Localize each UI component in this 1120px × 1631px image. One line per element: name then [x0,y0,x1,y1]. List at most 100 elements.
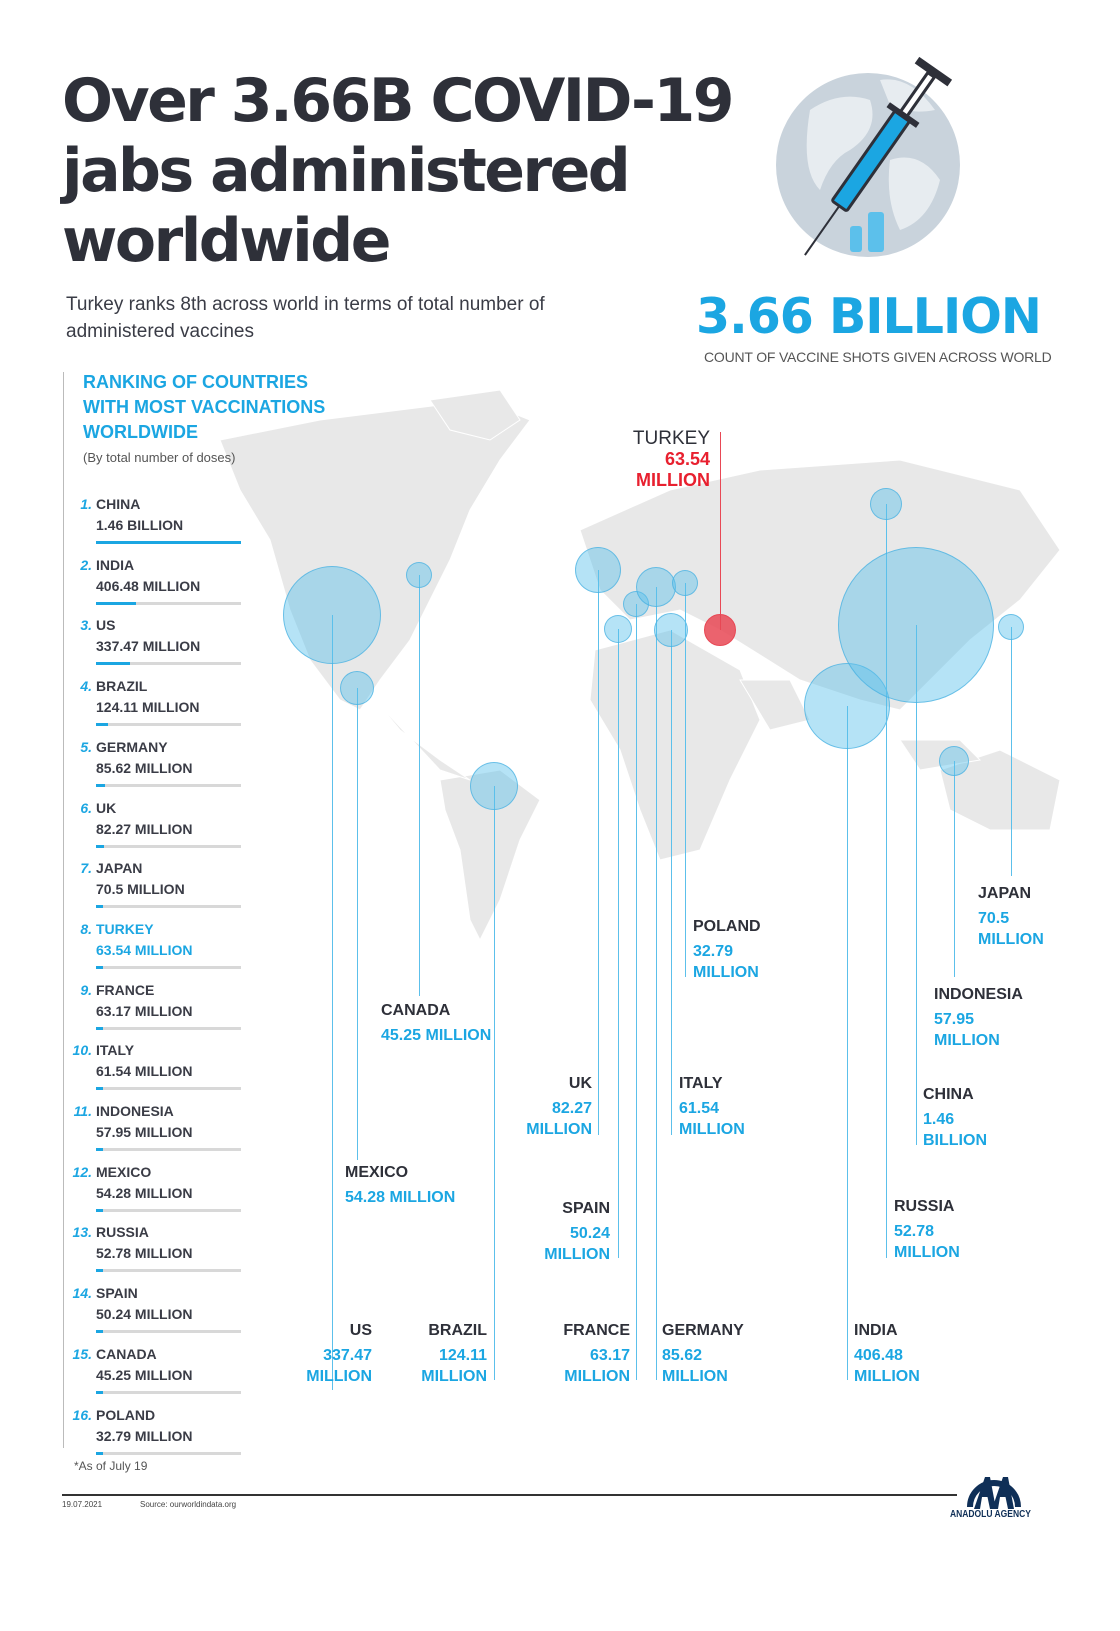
rank-number: 15. [72,1345,92,1362]
value-unit: MILLION [693,964,759,981]
dose-bar-fill [96,905,104,909]
ranking-heading-line: RANKING OF COUNTRIES [83,372,308,392]
country-name: INDIA [96,556,135,573]
map-country-name: US [349,1322,372,1339]
dose-bar-fill [96,1026,104,1030]
country-name: CANADA [96,1345,157,1362]
sidebar-divider [63,372,64,1448]
ranking-item: 7. JAPAN 70.5 MILLION [70,860,242,920]
dose-bar-fill [96,1087,104,1091]
dose-bar-track [96,1330,241,1334]
country-name: INDONESIA [96,1103,174,1119]
ranking-item: 16. POLAND 32.79 MILLION [70,1407,242,1467]
ranking-item: 6. UK 82.27 MILLION [70,800,242,860]
value-number: 1.46 [923,1111,955,1128]
spain-leader-line [618,629,619,1258]
ranking-item: 5. GERMANY 85.62 MILLION [70,739,242,799]
rank-number: 3. [80,617,92,634]
canada-bubble [406,562,432,588]
page-title: Over 3.66B COVID-19 jabs administered wo… [62,66,734,276]
india-map-label: INDIA 406.48 MILLION [854,1320,920,1387]
poland-map-label: POLAND 32.79 MILLION [693,916,761,983]
rank-number: 10. [72,1042,92,1059]
germany-map-label: GERMANY 85.62 MILLION [662,1320,744,1387]
dose-count: 52.78 MILLION [96,1245,193,1262]
uk-leader-line [598,570,599,1135]
map-country-name: CANADA [381,1002,451,1019]
ranking-item: 1. CHINA 1.46 BILLION [70,496,242,556]
map-country-name: ITALY [679,1075,723,1092]
map-country-name: INDONESIA [934,986,1023,1003]
mexico-bubble [340,671,374,705]
value-unit: MILLION [978,931,1044,948]
india-leader-line [847,706,848,1380]
indonesia-bubble [939,746,969,776]
dose-count: 57.95 MILLION [96,1124,193,1140]
dose-bar-track [96,601,241,605]
dose-count: 406.48 MILLION [96,577,201,594]
canada-map-label: CANADA 45.25 MILLION [381,1000,491,1046]
ranking-heading: RANKING OF COUNTRIES WITH MOST VACCINATI… [83,370,325,445]
title-line: jabs administered [62,136,631,206]
indonesia-map-label: INDONESIA 57.95 MILLION [934,984,1023,1051]
total-caption: COUNT OF VACCINE SHOTS GIVEN ACROSS WORL… [704,349,1052,365]
value-unit: MILLION [854,1368,920,1385]
italy-bubble [654,613,688,647]
value-number: 406.48 [854,1347,903,1364]
france-map-label: FRANCE 63.17 MILLION [563,1320,630,1387]
logo-text: ANADOLU AGENCY [950,1509,1031,1520]
country-name: FRANCE [96,981,155,998]
dose-bar-fill [96,783,105,787]
map-country-name: INDIA [854,1322,898,1339]
country-name: MEXICO [96,1163,152,1180]
value-unit: MILLION [544,1246,610,1263]
map-country-name: MEXICO [345,1164,409,1181]
japan-bubble [998,614,1024,640]
dose-bar-fill [96,1330,104,1334]
value-number: 337.47 [323,1347,372,1364]
dose-count: 337.47 MILLION [96,638,201,655]
value-unit: MILLION [636,470,710,490]
rank-number: 9. [80,981,92,998]
title-line: Over 3.66B COVID-19 [62,66,734,136]
country-name: BRAZIL [96,678,148,695]
france-leader-line [636,604,637,1380]
value-unit: MILLION [564,1368,630,1385]
china-bubble [838,547,994,703]
map-country-name: FRANCE [563,1322,630,1339]
dose-bar-track [96,723,241,727]
value-number: 52.78 [894,1223,935,1240]
dose-bar-fill [96,1148,104,1151]
dose-count: 82.27 MILLION [96,820,193,837]
title-line: worldwide [62,206,391,276]
ranking-heading-line: WORLDWIDE [83,422,198,442]
value-unit: BILLION [923,1132,987,1149]
dose-bar-track [96,541,241,544]
value-number: 61.54 [679,1100,720,1117]
ranking-item: 10. ITALY 61.54 MILLION [70,1042,242,1102]
rank-number: 11. [73,1103,92,1119]
ranking-item: 4. BRAZIL 124.11 MILLION [70,678,242,738]
rank-number: 4. [80,678,92,695]
dose-count: 70.5 MILLION [96,881,185,898]
map-country-name: POLAND [693,918,761,935]
mexico-map-label: MEXICO 54.28 MILLION [345,1162,455,1208]
value-number: 57.95 [934,1011,975,1028]
russia-bubble [870,488,902,520]
map-country-name: RUSSIA [894,1198,955,1215]
value-unit: MILLION [421,1368,487,1385]
value-unit: MILLION [389,1189,456,1206]
china-map-label: CHINA 1.46 BILLION [923,1084,987,1151]
dose-count: 54.28 MILLION [96,1184,193,1201]
country-name: JAPAN [96,860,143,877]
china-leader-line [916,625,917,1145]
ranking-item: 12. MEXICO 54.28 MILLION [70,1164,242,1224]
map-country-name: GERMANY [662,1322,744,1339]
dose-bar-fill [96,1390,104,1394]
value-unit: MILLION [894,1244,960,1261]
us-leader-line [332,615,333,1390]
dose-count: 1.46 BILLION [96,517,184,533]
us-map-label: US 337.47 MILLION [306,1320,372,1387]
value-number: 45.25 [381,1027,422,1044]
value-unit: MILLION [425,1027,492,1044]
